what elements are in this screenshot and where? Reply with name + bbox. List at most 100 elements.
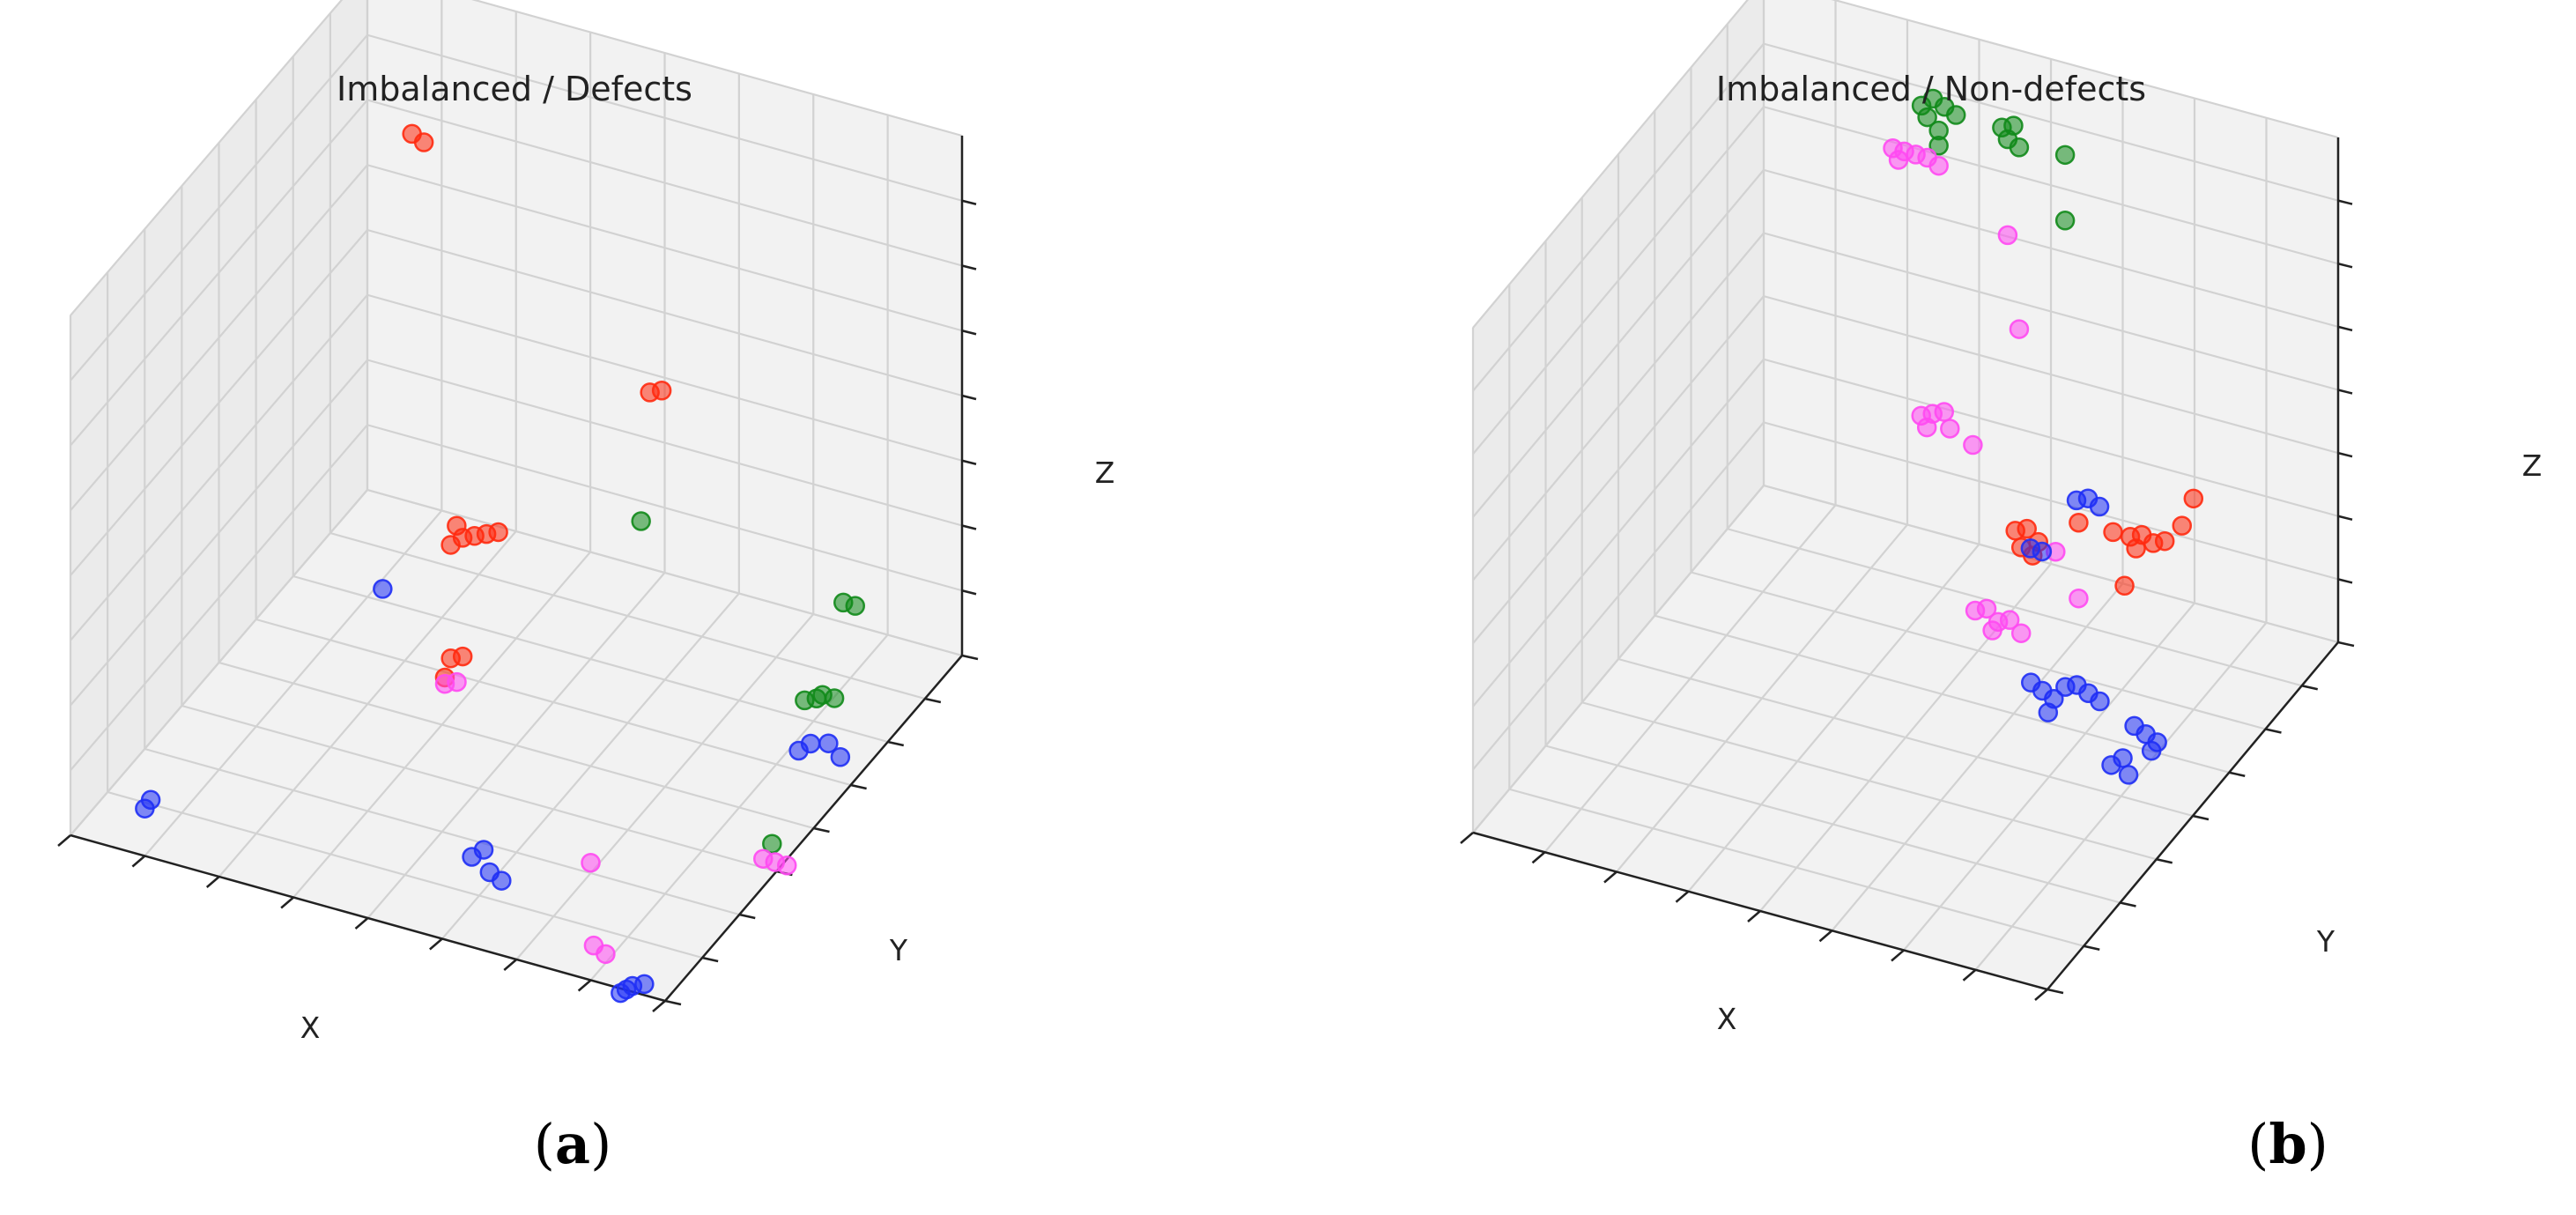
grid-line (1763, 42, 2339, 202)
z-tick (961, 459, 977, 465)
data-point-blue (2090, 691, 2110, 712)
x-tick (57, 834, 71, 847)
data-point-magenta (581, 852, 601, 873)
scatter3d-chart-b: Imbalanced / Non-defects X Y Z (1460, 0, 2542, 1036)
grid-line (70, 99, 368, 447)
y-tick (738, 913, 756, 920)
data-point-green (2009, 137, 2030, 158)
caption-open: ( (533, 1112, 555, 1176)
grid-line (366, 228, 963, 397)
z-tick (961, 524, 977, 530)
data-point-magenta (1997, 225, 2018, 246)
data-point-blue (2038, 702, 2059, 722)
grid-line (1472, 232, 1765, 582)
data-point-red (447, 515, 467, 536)
grid-line (1831, 0, 2339, 139)
x-tick (1747, 910, 1761, 922)
y-tick (2156, 858, 2173, 864)
grid-line (1763, 232, 2339, 391)
z-tick (2337, 263, 2353, 269)
x-tick (354, 917, 369, 930)
grid-line (1763, 484, 2339, 644)
z-tick (961, 330, 977, 336)
z-tick (2337, 325, 2353, 332)
caption-letter: b (2269, 1112, 2307, 1176)
grid-line (70, 0, 344, 316)
scatter3d-chart-a: Imbalanced / Defects X Y Z (57, 0, 1115, 1045)
x-tick (1531, 851, 1546, 864)
y-tick (2337, 641, 2355, 648)
grid-line (366, 164, 963, 332)
data-point-red (2069, 513, 2089, 533)
z-tick (961, 589, 977, 596)
data-point-red (488, 522, 508, 543)
x-tick (2034, 989, 2048, 1001)
grid-line (1974, 622, 2268, 971)
data-point-blue (2032, 541, 2053, 562)
y-tick (2301, 685, 2319, 691)
data-point-green (1928, 136, 1949, 156)
grid-line (1831, 582, 2124, 931)
grid-line (70, 229, 368, 576)
data-point-magenta (447, 671, 467, 693)
grid-line (1654, 614, 2230, 774)
data-point-blue (140, 789, 161, 811)
data-point-red (413, 132, 434, 152)
grid-line (366, 488, 963, 657)
data-point-magenta (596, 944, 616, 965)
data-point-red (2154, 530, 2175, 552)
grid-line (366, 33, 963, 202)
data-point-red (2103, 522, 2123, 543)
x-tick (205, 876, 220, 888)
grid-line (1472, 106, 1765, 455)
y-tick (701, 956, 719, 963)
data-point-magenta (2009, 319, 2030, 339)
x-tick (1603, 871, 1617, 884)
data-point-magenta (1940, 419, 1960, 439)
caption-letter: a (554, 1112, 591, 1176)
grid-line (366, 99, 963, 267)
grid-line (1472, 42, 1765, 392)
data-point-blue (473, 840, 494, 860)
x-tick (1818, 930, 1833, 943)
data-point-magenta (1999, 610, 2020, 630)
x-tick (1891, 949, 1905, 962)
y-tick (2047, 988, 2064, 995)
data-point-blue (492, 871, 512, 891)
grid-line (70, 164, 368, 511)
data-point-green (762, 833, 782, 854)
grid-line (1727, 528, 2303, 687)
data-point-green (631, 511, 651, 531)
x-tick (503, 959, 518, 971)
y-tick (2192, 814, 2210, 821)
data-point-red (2183, 488, 2204, 509)
data-point-magenta (2010, 623, 2032, 643)
x-tick (280, 896, 294, 909)
data-point-green (1945, 105, 1966, 125)
data-point-green (2054, 211, 2076, 231)
x-tick (1675, 890, 1690, 903)
chart-panel-a: Imbalanced / Defects X Y Z (a) (57, 0, 1115, 1176)
data-point-green (2054, 144, 2076, 166)
grid-line (1763, 168, 2339, 328)
data-point-magenta (1934, 402, 1955, 422)
z-tick (961, 394, 977, 401)
grid-line (1617, 657, 2194, 818)
z-tick (2337, 451, 2353, 458)
y-tick (850, 783, 867, 790)
y-tick (813, 826, 830, 833)
x-axis-label: X (1717, 1002, 1737, 1036)
grid-line (1472, 0, 1750, 329)
data-point-blue (800, 733, 821, 754)
data-point-green (1917, 107, 1937, 128)
z-tick (2337, 515, 2353, 521)
data-point-blue (818, 733, 839, 753)
z-tick (2337, 199, 2353, 205)
y-tick (2083, 945, 2100, 951)
z-axis-label: Z (1095, 456, 1115, 490)
grid-line (1472, 169, 1765, 518)
x-tick (652, 1000, 666, 1012)
data-point-blue (2141, 740, 2162, 761)
data-point-green (824, 688, 845, 708)
y-tick (2228, 771, 2246, 777)
